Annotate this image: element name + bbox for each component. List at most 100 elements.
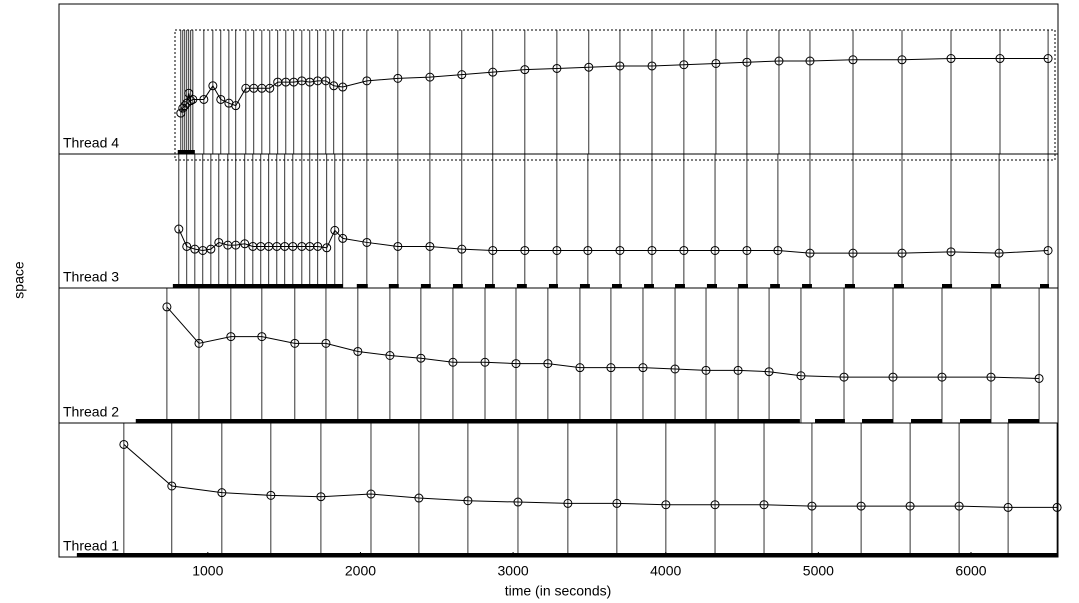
sample-point (764, 367, 774, 377)
sample-point (180, 101, 190, 111)
sample-point (366, 489, 376, 499)
sample-point (182, 241, 192, 251)
sample-point (385, 351, 395, 360)
sample-point (612, 498, 622, 508)
space-line (178, 228, 1049, 254)
sample-point (946, 54, 956, 64)
sample-point (584, 62, 594, 72)
sample-point (329, 81, 339, 91)
x-tick-label: 2000 (345, 563, 376, 579)
sample-point (330, 225, 340, 235)
sample-point (774, 56, 784, 66)
x-tick-label: 4000 (650, 563, 681, 579)
sample-point (563, 498, 573, 508)
sample-point (661, 500, 671, 510)
thread-label: Thread 4 (63, 135, 119, 151)
sample-point (710, 500, 720, 510)
sample-point (463, 496, 473, 506)
sample-point (186, 96, 196, 106)
sample-point (480, 357, 490, 367)
sample-point (393, 73, 403, 83)
sample-point (511, 359, 521, 369)
thread-label: Thread 1 (63, 538, 119, 554)
sample-point (321, 76, 331, 86)
sample-point (488, 245, 498, 255)
sample-point (231, 101, 241, 111)
sample-point (773, 245, 783, 255)
sample-point (226, 332, 236, 342)
sample-point (206, 244, 216, 254)
sample-point (316, 492, 326, 502)
sample-point (888, 372, 898, 382)
sample-point (856, 501, 866, 511)
sample-point (208, 81, 218, 91)
sample-point (290, 338, 300, 348)
sample-point (1052, 502, 1062, 512)
zoom-box (174, 29, 1056, 161)
sample-point (946, 247, 956, 257)
x-tick-label: 1000 (192, 563, 223, 579)
sample-point (425, 72, 435, 82)
sample-point (615, 245, 625, 255)
sample-point (194, 338, 204, 348)
sample-point (606, 363, 616, 373)
sample-point (322, 243, 332, 253)
sample-point (174, 224, 184, 234)
sample-point (414, 493, 424, 503)
sample-point (583, 245, 593, 255)
sample-point (839, 372, 849, 382)
sample-point (338, 82, 348, 92)
sample-point (416, 353, 426, 363)
sample-point (711, 58, 721, 68)
x-tick-label: 6000 (955, 563, 986, 579)
sample-point (897, 248, 907, 258)
sample-point (994, 248, 1004, 258)
sample-point (520, 245, 530, 255)
sample-point (457, 244, 467, 254)
sample-point (807, 501, 817, 511)
sample-point (995, 54, 1005, 64)
sample-point (353, 346, 363, 356)
sample-point (615, 61, 625, 71)
sample-point (848, 55, 858, 65)
sample-point (742, 57, 752, 67)
sample-point (513, 497, 523, 507)
sample-point (897, 55, 907, 65)
sample-point (457, 70, 467, 80)
sample-point (488, 67, 498, 77)
sample-point (231, 240, 241, 250)
sample-point (216, 94, 226, 104)
sample-point (338, 233, 348, 243)
sample-point (805, 248, 815, 258)
sample-point (986, 372, 996, 382)
sample-point (575, 363, 585, 373)
sample-point (1043, 245, 1053, 255)
sample-point (520, 65, 530, 75)
sample-point (796, 371, 806, 381)
sample-point (257, 332, 267, 342)
sample-point (701, 365, 711, 375)
sample-point (313, 241, 323, 251)
sample-point (670, 364, 680, 374)
sample-point (759, 500, 769, 510)
sample-point (1043, 54, 1053, 64)
sample-point (188, 94, 198, 104)
sample-point (733, 365, 743, 375)
sample-point (679, 60, 689, 70)
thread-label: Thread 2 (63, 404, 119, 420)
thread-label: Thread 3 (63, 269, 119, 285)
sample-point (905, 501, 915, 511)
sample-point (162, 302, 172, 312)
sample-point (167, 481, 177, 491)
x-tick-label: 5000 (803, 563, 834, 579)
sample-point (214, 237, 224, 247)
sample-point (266, 490, 276, 500)
space-line (123, 444, 1058, 508)
sample-point (937, 372, 947, 382)
sample-point (199, 94, 209, 104)
sample-point (638, 363, 648, 373)
sample-point (954, 501, 964, 511)
sample-point (805, 56, 815, 66)
sample-point (710, 245, 720, 255)
